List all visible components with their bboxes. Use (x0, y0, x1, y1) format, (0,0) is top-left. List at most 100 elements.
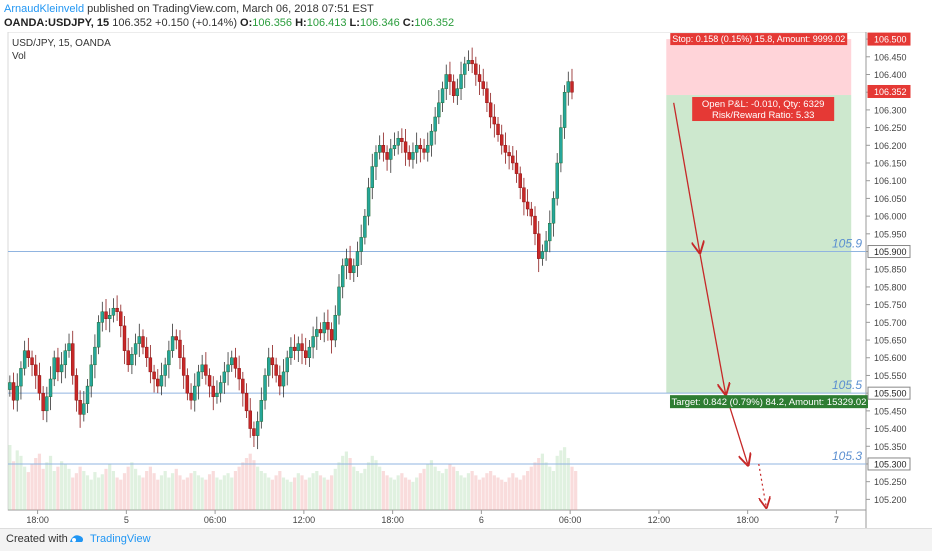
candle-body (407, 152, 411, 160)
candle-body (267, 357, 271, 376)
candle-body (34, 364, 38, 376)
volume-bar (459, 475, 463, 510)
candle-body (307, 346, 312, 358)
candle-body (45, 396, 49, 412)
candle-body (163, 364, 167, 376)
candle-body (511, 155, 515, 164)
stop-zone (666, 39, 852, 96)
candle-body (370, 166, 374, 188)
y-tick-label: 106.200 (874, 141, 907, 151)
volume-bar (570, 466, 574, 510)
chart-legend: USD/JPY, 15, OANDA Vol (12, 38, 111, 64)
volume-bar (200, 477, 204, 510)
candle-body (359, 237, 363, 252)
candle-body (126, 350, 130, 366)
author-link[interactable]: ArnaudKleinveld (4, 3, 85, 15)
last-price: 106.352 (112, 17, 152, 29)
volume-bar (411, 481, 415, 510)
volume-bar (574, 471, 578, 510)
candle-body (119, 311, 123, 327)
candle-body (429, 130, 434, 146)
target-label-box (669, 395, 868, 409)
price-chart[interactable]: 105.9 105.5 105.3 Stop: 0.158 (0.15%) 15.8,… (0, 31, 932, 528)
volume-bar (15, 450, 19, 510)
candle-body (185, 375, 190, 394)
volume-bar (474, 475, 478, 510)
candle-body (422, 148, 426, 153)
x-tick-label: 18:00 (26, 515, 49, 525)
open-value: 106.356 (252, 17, 293, 29)
forecast-arrow-dashed (758, 463, 766, 506)
publish-info: ArnaudKleinveld published on TradingView… (4, 3, 374, 15)
volume-bar (533, 462, 537, 510)
candle-body (426, 145, 430, 153)
y-tick-label: 105.950 (874, 229, 907, 239)
volume-bar (8, 445, 12, 510)
candle-body (496, 123, 500, 135)
candle-body (322, 322, 326, 334)
volume-bar (463, 477, 467, 510)
low-label: L: (349, 17, 360, 29)
volume-bar (422, 468, 426, 510)
created-with-text: Created with (6, 533, 68, 545)
price-tag (867, 32, 911, 46)
chart-area[interactable]: 105.9 105.5 105.3 Stop: 0.158 (0.15%) 15.8,… (0, 31, 932, 528)
candle-body (566, 81, 570, 93)
volume-bar (307, 477, 312, 510)
x-tick-label: 5 (124, 515, 129, 525)
volume-bar (89, 479, 93, 510)
volume-bar (67, 468, 71, 510)
candle-body (418, 145, 423, 150)
candle-body (115, 307, 119, 312)
candle-body (144, 346, 149, 358)
candle-body (529, 208, 534, 217)
price-tag (867, 84, 911, 98)
volume-bar (370, 455, 374, 510)
volume-bar (518, 479, 522, 510)
volume-bar (26, 472, 30, 510)
volume-bar (185, 477, 189, 510)
candle-body (326, 322, 330, 330)
x-tick-label: 06:00 (559, 515, 582, 525)
candle-body (215, 392, 219, 397)
volume-bar (111, 471, 116, 510)
tradingview-brand[interactable]: TradingView (90, 533, 151, 545)
candle-body (259, 400, 264, 422)
candle-body (352, 265, 356, 273)
y-tick-label: 105.700 (874, 318, 907, 328)
volume-bar (337, 462, 341, 510)
candle-body (348, 258, 352, 273)
volume-bar (363, 468, 367, 510)
price-tag (867, 386, 911, 400)
y-tick-label: 106.100 (874, 176, 907, 186)
candle-body (344, 258, 349, 266)
candle-body (252, 428, 256, 436)
volume-bar (304, 479, 308, 510)
candle-body (218, 382, 223, 394)
candle-body (74, 375, 79, 401)
candle-body (52, 357, 56, 380)
volume-bar (252, 460, 256, 510)
candle-body (311, 336, 315, 348)
candle-body (222, 371, 227, 383)
candle-body (444, 74, 448, 89)
volume-bar (60, 461, 64, 510)
volume-bar (126, 466, 130, 510)
volume-bar (559, 450, 563, 510)
candle-body (26, 350, 31, 358)
candle-body (555, 162, 559, 199)
candle-body (559, 127, 563, 164)
volume-bar (37, 453, 42, 510)
volume-bar (378, 466, 382, 510)
candle-body (15, 385, 19, 401)
candle-body (537, 233, 541, 259)
candle-body (522, 187, 526, 203)
volume-bar (226, 473, 230, 510)
chart-header: ArnaudKleinveld published on TradingView… (0, 0, 932, 32)
volume-bar (211, 471, 215, 510)
volume-bar (241, 462, 245, 510)
candle-body (459, 74, 463, 89)
target-label: Target: 0.842 (0.79%) 84.2, Amount: 1532… (672, 397, 867, 408)
candle-body (141, 336, 145, 348)
candle-body (292, 346, 297, 351)
